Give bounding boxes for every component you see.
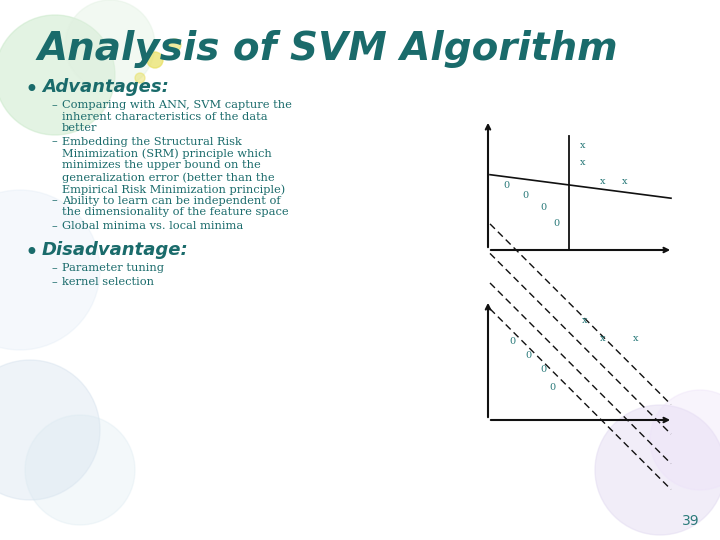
Text: x: x — [600, 177, 606, 186]
Text: 0: 0 — [522, 191, 528, 200]
Text: x: x — [582, 316, 587, 325]
Text: •: • — [25, 78, 39, 102]
Text: Comparing with ANN, SVM capture the
inherent characteristics of the data
better: Comparing with ANN, SVM capture the inhe… — [62, 100, 292, 133]
Text: 0: 0 — [526, 350, 532, 360]
Text: 0: 0 — [554, 219, 559, 228]
Circle shape — [135, 73, 145, 83]
Text: 0: 0 — [509, 338, 515, 347]
Text: Parameter tuning: Parameter tuning — [62, 263, 164, 273]
Text: 39: 39 — [683, 514, 700, 528]
Text: kernel selection: kernel selection — [62, 277, 154, 287]
Text: –: – — [52, 100, 58, 110]
Text: x: x — [600, 334, 606, 343]
Text: x: x — [634, 334, 639, 343]
Circle shape — [25, 415, 135, 525]
Text: 0: 0 — [503, 180, 510, 190]
Text: –: – — [52, 137, 58, 146]
Circle shape — [0, 15, 115, 135]
Text: –: – — [52, 277, 58, 287]
Text: 0: 0 — [541, 365, 546, 374]
Text: –: – — [52, 221, 58, 231]
Circle shape — [0, 190, 100, 350]
Circle shape — [0, 360, 100, 500]
Text: –: – — [52, 263, 58, 273]
Text: Advantages:: Advantages: — [42, 78, 169, 96]
Text: Analysis of SVM Algorithm: Analysis of SVM Algorithm — [38, 30, 618, 68]
Text: 0: 0 — [549, 383, 556, 392]
Text: x: x — [580, 158, 585, 167]
Circle shape — [650, 390, 720, 490]
Text: Global minima vs. local minima: Global minima vs. local minima — [62, 221, 243, 231]
Text: Embedding the Structural Risk
Minimization (SRM) principle which
minimizes the u: Embedding the Structural Risk Minimizati… — [62, 137, 285, 195]
Text: 0: 0 — [541, 202, 546, 212]
Circle shape — [169, 39, 181, 51]
Text: Ability to learn can be independent of
the dimensionality of the feature space: Ability to learn can be independent of t… — [62, 195, 289, 217]
Circle shape — [65, 0, 155, 90]
Text: Disadvantage:: Disadvantage: — [42, 241, 189, 259]
Circle shape — [147, 52, 163, 68]
Text: •: • — [25, 241, 39, 265]
Text: –: – — [52, 195, 58, 206]
Circle shape — [595, 405, 720, 535]
Text: x: x — [622, 177, 628, 186]
Text: x: x — [580, 141, 585, 151]
